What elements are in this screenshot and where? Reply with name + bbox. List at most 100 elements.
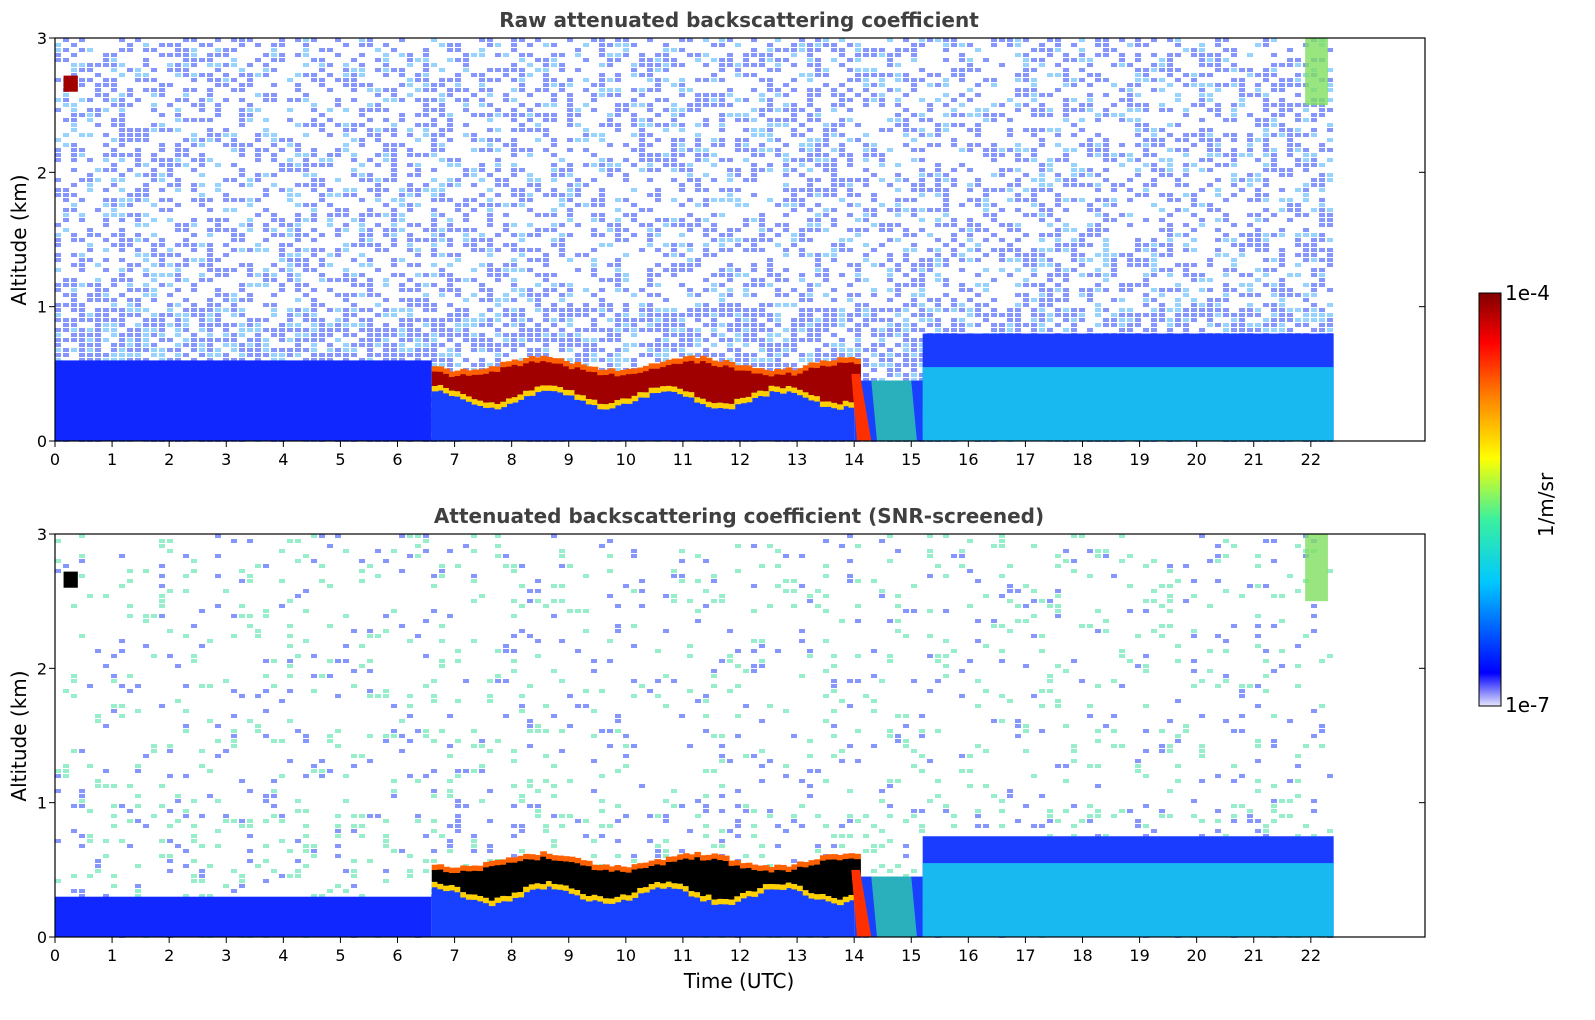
heatmap-cell [463,313,469,317]
heatmap-cell [479,318,485,322]
heatmap-cell [719,333,725,337]
heatmap-cell [447,178,453,182]
heatmap-cell [543,253,549,257]
heatmap-cell [527,198,533,202]
heatmap-cell [199,328,205,332]
heatmap-cell [943,113,949,117]
heatmap-cell [855,293,861,297]
heatmap-cell [615,278,621,282]
heatmap-cell [863,278,869,282]
heatmap-cell [879,163,885,167]
heatmap-cell [655,198,661,202]
heatmap-cell [303,123,309,127]
heatmap-cell [159,198,165,202]
heatmap-cell [639,303,645,307]
heatmap-cell [855,93,861,97]
heatmap-cell [191,78,197,82]
heatmap-cell [903,318,909,322]
heatmap-cell [319,83,325,87]
heatmap-cell [167,163,173,167]
heatmap-cell [239,233,245,237]
heatmap-cell [255,343,261,347]
heatmap-cell [167,308,173,312]
heatmap-cell [127,328,133,332]
heatmap-cell [175,143,181,147]
heatmap-cell [647,328,653,332]
heatmap-cell [871,318,877,322]
heatmap-cell [943,103,949,107]
heatmap-cell [703,38,709,42]
heatmap-cell [151,88,157,92]
heatmap-cell [127,278,133,282]
heatmap-cell [367,243,373,247]
heatmap-cell [615,38,621,42]
heatmap-cell [215,268,221,272]
heatmap-cell [759,228,765,232]
heatmap-cell [71,263,77,267]
heatmap-cell [679,338,685,342]
heatmap-cell [807,313,813,317]
heatmap-cell [639,73,645,77]
heatmap-cell [679,203,685,207]
heatmap-cell [423,183,429,187]
heatmap-cell [399,53,405,57]
heatmap-cell [79,98,85,102]
heatmap-cell [271,293,277,297]
heatmap-cell [863,313,869,317]
heatmap-cell [871,143,877,147]
heatmap-cell [455,98,461,102]
heatmap-cell [759,238,765,242]
heatmap-cell [71,183,77,187]
heatmap-cell [767,98,773,102]
heatmap-cell [495,233,501,237]
heatmap-cell [399,358,405,362]
heatmap-cell [479,233,485,237]
heatmap-cell [159,323,165,327]
heatmap-cell [751,163,757,167]
heatmap-cell [863,218,869,222]
heatmap-cell [119,233,125,237]
heatmap-cell [759,78,765,82]
heatmap-cell [719,118,725,122]
heatmap-cell [599,73,605,77]
heatmap-cell [343,223,349,227]
heatmap-cell [399,203,405,207]
heatmap-cell [927,208,933,212]
heatmap-cell [919,293,925,297]
heatmap-cell [895,53,901,57]
heatmap-cell [911,363,917,367]
heatmap-cell [375,103,381,107]
heatmap-cell [439,128,445,132]
heatmap-cell [303,333,309,337]
heatmap-cell [143,328,149,332]
heatmap-cell [151,323,157,327]
heatmap-cell [551,173,557,177]
heatmap-cell [695,328,701,332]
heatmap-cell [567,188,573,192]
heatmap-cell [807,253,813,257]
heatmap-cell [647,73,653,77]
heatmap-cell [879,363,885,367]
heatmap-cell [407,348,413,352]
heatmap-cell [103,268,109,272]
heatmap-cell [287,138,293,142]
heatmap-cell [599,193,605,197]
heatmap-cell [231,78,237,82]
heatmap-cell [807,223,813,227]
heatmap-cell [879,358,885,362]
heatmap-cell [439,228,445,232]
heatmap-cell [855,43,861,47]
heatmap-cell [615,88,621,92]
heatmap-cell [615,353,621,357]
heatmap-cell [639,123,645,127]
heatmap-cell [375,93,381,97]
heatmap-cell [407,263,413,267]
heatmap-cell [479,313,485,317]
heatmap-cell [223,143,229,147]
heatmap-cell [55,348,61,352]
heatmap-cell [175,348,181,352]
heatmap-cell [119,318,125,322]
heatmap-cell [215,108,221,112]
heatmap-cell [455,278,461,282]
heatmap-cell [71,123,77,127]
